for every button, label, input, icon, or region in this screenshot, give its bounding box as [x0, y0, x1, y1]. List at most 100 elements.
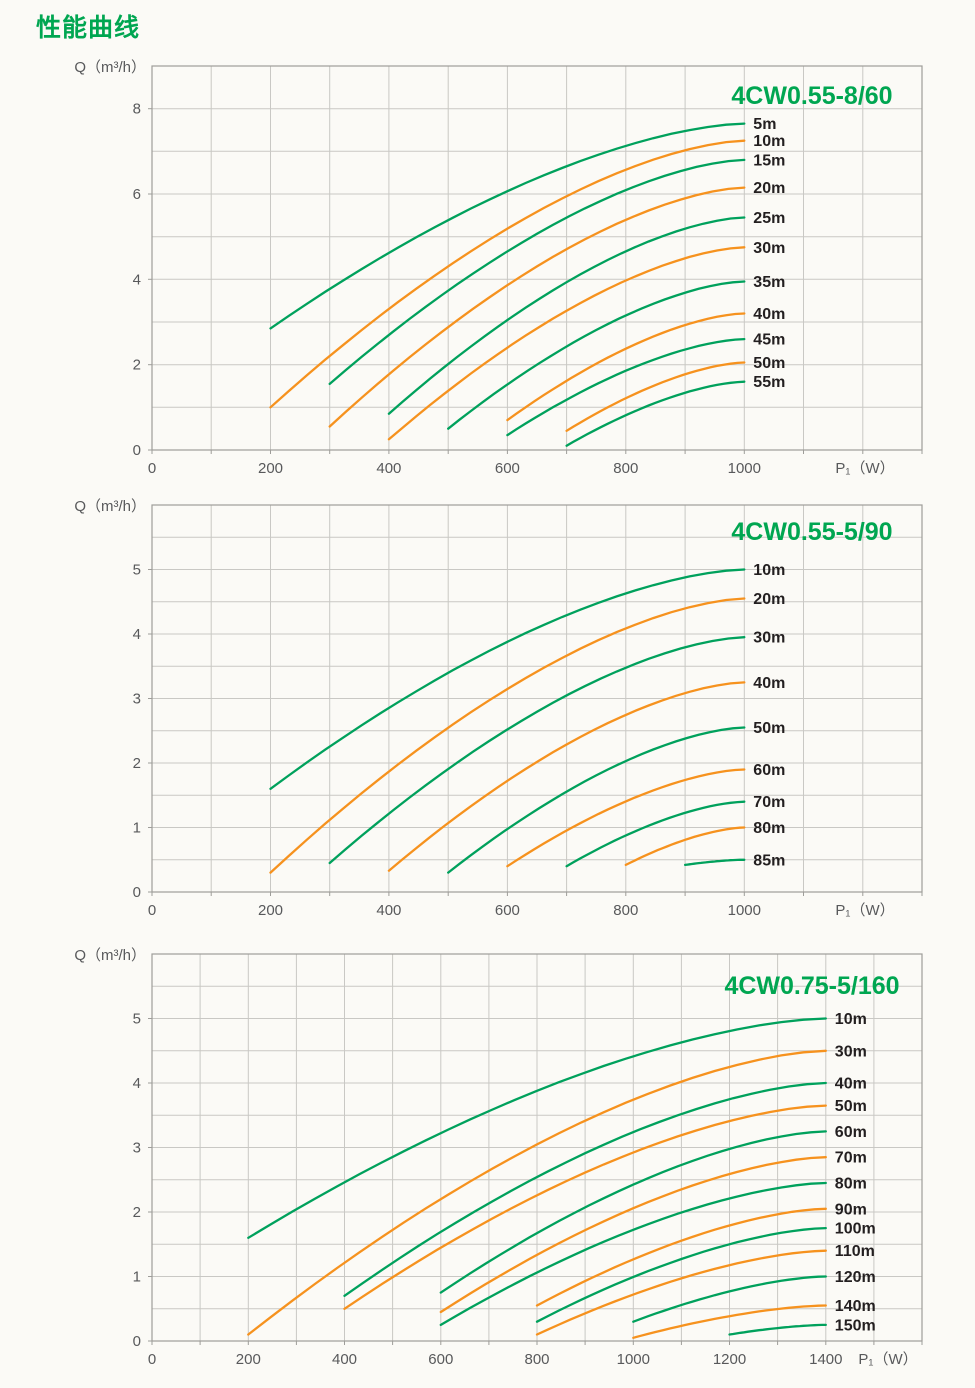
- x-tick-label: 200: [236, 1351, 261, 1368]
- curve-label-40m: 40m: [753, 675, 785, 692]
- curve-30m: [247, 1049, 827, 1336]
- curve-label-90m: 90m: [835, 1201, 867, 1218]
- curve-label-35m: 35m: [753, 274, 785, 291]
- x-tick-label: 800: [613, 460, 638, 477]
- x-tick-label: 200: [258, 902, 283, 919]
- curve-60m: [439, 1130, 827, 1294]
- curve-label-120m: 120m: [835, 1269, 876, 1286]
- curve-55m: [565, 380, 746, 447]
- curve-label-100m: 100m: [835, 1221, 876, 1238]
- curve-label-30m: 30m: [753, 630, 785, 647]
- x-tick-label: 800: [524, 1351, 549, 1368]
- y-axis-unit-label: Q（m³/h）: [74, 59, 146, 76]
- x-axis-unit-label: P₁（W）: [858, 1351, 917, 1368]
- y-tick-label: 5: [133, 1011, 141, 1028]
- curve-80m: [624, 826, 746, 867]
- curve-15m: [328, 158, 746, 386]
- curve-150m: [728, 1323, 827, 1336]
- curve-5m: [269, 122, 746, 330]
- curve-30m: [387, 246, 746, 441]
- page-title: 性能曲线: [36, 14, 141, 42]
- curve-40m: [387, 681, 746, 872]
- curve-20m: [269, 597, 746, 874]
- curve-10m: [269, 139, 746, 409]
- x-tick-label: 1200: [713, 1351, 746, 1368]
- curve-40m: [343, 1081, 827, 1297]
- y-tick-label: 2: [133, 1204, 141, 1221]
- curve-30m: [328, 636, 746, 865]
- x-tick-label: 1000: [728, 902, 761, 919]
- curve-110m: [535, 1249, 827, 1336]
- x-tick-label: 0: [148, 902, 156, 919]
- curve-label-25m: 25m: [753, 210, 785, 227]
- curve-label-50m: 50m: [753, 355, 785, 372]
- curve-label-5m: 5m: [753, 116, 776, 133]
- x-axis-unit-label: P₁（W）: [835, 460, 894, 477]
- y-axis-unit-label: Q（m³/h）: [74, 498, 146, 515]
- curve-label-45m: 45m: [753, 332, 785, 349]
- x-tick-label: 200: [258, 460, 283, 477]
- curve-label-70m: 70m: [835, 1150, 867, 1167]
- y-tick-label: 4: [133, 626, 141, 643]
- curve-label-150m: 150m: [835, 1317, 876, 1334]
- curve-85m: [683, 858, 746, 867]
- curve-50m: [447, 726, 746, 874]
- x-tick-label: 0: [148, 1351, 156, 1368]
- curve-20m: [328, 186, 746, 428]
- y-tick-label: 6: [133, 186, 141, 203]
- y-tick-label: 1: [133, 1269, 141, 1286]
- x-tick-label: 400: [332, 1351, 357, 1368]
- x-tick-label: 1000: [617, 1351, 650, 1368]
- curve-40m: [506, 312, 746, 422]
- curve-90m: [535, 1207, 827, 1307]
- x-tick-label: 600: [495, 902, 520, 919]
- y-tick-label: 3: [133, 691, 141, 708]
- y-tick-label: 5: [133, 562, 141, 579]
- curve-label-10m: 10m: [753, 562, 785, 579]
- y-tick-label: 4: [133, 271, 141, 288]
- y-tick-label: 2: [133, 357, 141, 374]
- curve-70m: [439, 1156, 827, 1314]
- curve-label-80m: 80m: [835, 1176, 867, 1193]
- curve-10m: [247, 1017, 827, 1239]
- curve-label-10m: 10m: [835, 1011, 867, 1028]
- curve-70m: [565, 800, 746, 868]
- x-tick-label: 1000: [728, 460, 761, 477]
- curve-label-40m: 40m: [835, 1076, 867, 1093]
- y-tick-label: 0: [133, 442, 141, 459]
- curve-50m: [565, 361, 746, 432]
- curve-label-40m: 40m: [753, 306, 785, 323]
- curve-label-55m: 55m: [753, 374, 785, 391]
- chart-title: 4CW0.55-5/90: [731, 518, 892, 546]
- curve-label-30m: 30m: [753, 240, 785, 257]
- curve-label-20m: 20m: [753, 180, 785, 197]
- x-tick-label: 400: [376, 460, 401, 477]
- y-tick-label: 4: [133, 1075, 141, 1092]
- curve-100m: [535, 1226, 827, 1323]
- curve-label-50m: 50m: [753, 720, 785, 737]
- curve-140m: [632, 1304, 827, 1339]
- curve-label-60m: 60m: [753, 762, 785, 779]
- y-tick-label: 2: [133, 755, 141, 772]
- curve-label-70m: 70m: [753, 794, 785, 811]
- x-tick-label: 600: [428, 1351, 453, 1368]
- curve-label-20m: 20m: [753, 591, 785, 608]
- curve-120m: [632, 1275, 827, 1323]
- y-tick-label: 0: [133, 1333, 141, 1350]
- x-tick-label: 600: [495, 460, 520, 477]
- curve-80m: [439, 1181, 827, 1327]
- x-tick-label: 800: [613, 902, 638, 919]
- curve-25m: [387, 216, 746, 415]
- chart-title: 4CW0.75-5/160: [724, 972, 899, 1000]
- x-tick-label: 400: [376, 902, 401, 919]
- curve-45m: [506, 337, 746, 437]
- chart-title: 4CW0.55-8/60: [731, 82, 892, 110]
- x-axis-unit-label: P₁（W）: [835, 902, 894, 919]
- x-tick-label: 0: [148, 460, 156, 477]
- curve-10m: [269, 568, 746, 790]
- curve-label-140m: 140m: [835, 1298, 876, 1315]
- curve-60m: [506, 768, 746, 868]
- y-tick-label: 1: [133, 820, 141, 837]
